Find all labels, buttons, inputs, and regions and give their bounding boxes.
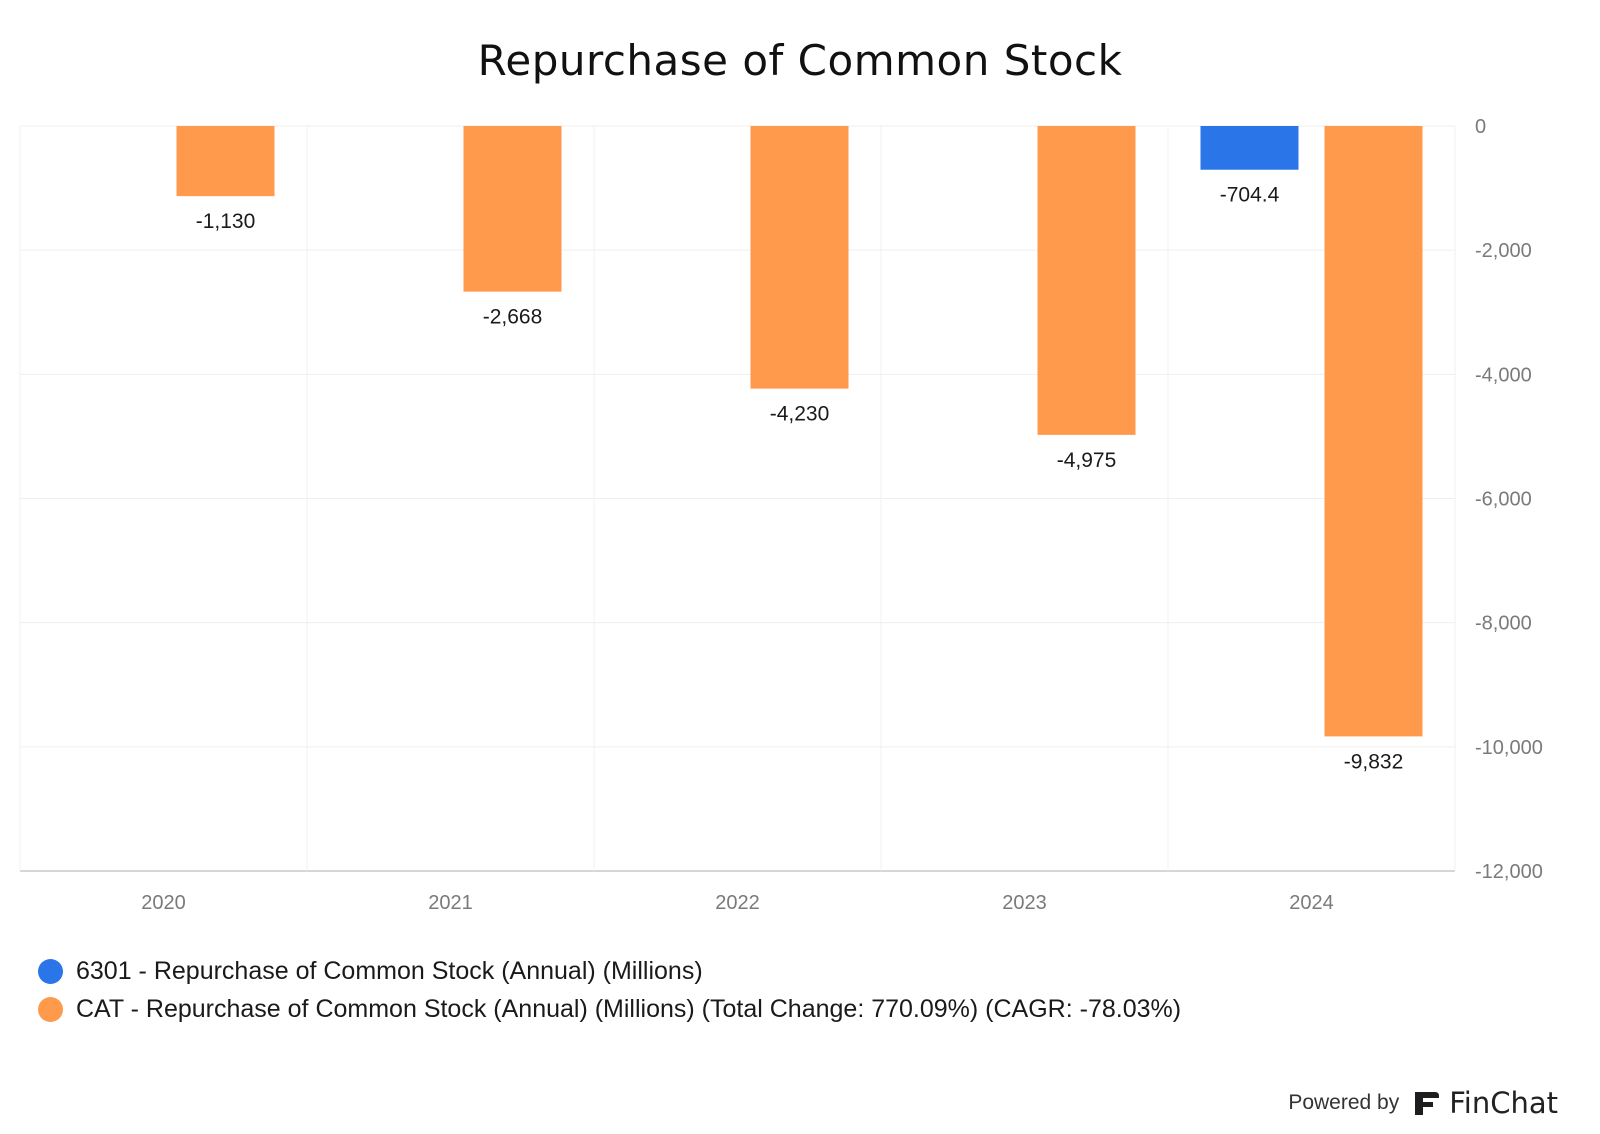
data-label: -1,130 [196,210,256,233]
data-label: -4,975 [1057,449,1117,472]
powered-by-label: Powered by [1288,1091,1400,1114]
bar-cat-2022 [750,126,849,389]
legend-marker-cat [38,996,63,1022]
x-tick-label: 2022 [715,892,760,914]
bar-cat-2024 [1324,126,1423,737]
bar-cat-2020 [176,126,275,197]
legend-item-cat[interactable]: CAT - Repurchase of Common Stock (Annual… [38,990,1181,1028]
finchat-logo-icon [1415,1092,1440,1115]
legend-marker-6301 [38,958,63,984]
chart-title: Repurchase of Common Stock [477,36,1123,85]
y-tick-label: -10,000 [1475,737,1543,759]
y-tick-label: -4,000 [1475,364,1532,386]
y-tick-label: -12,000 [1475,861,1543,883]
data-label: -4,230 [770,403,830,426]
legend-label-6301: 6301 - Repurchase of Common Stock (Annua… [76,956,703,985]
x-tick-label: 2020 [141,892,186,914]
data-label: -2,668 [483,306,543,329]
x-tick-label: 2024 [1289,892,1334,914]
y-tick-label: -8,000 [1475,613,1532,635]
y-tick-label: -2,000 [1475,240,1532,262]
x-tick-label: 2023 [1002,892,1047,914]
bar-6301-2024 [1200,126,1299,170]
brand-name: FinChat [1449,1086,1558,1120]
bar-cat-2021 [463,126,562,292]
powered-by[interactable]: Powered by FinChat [1288,1086,1558,1120]
chart-legend: 6301 - Repurchase of Common Stock (Annua… [38,952,1181,1028]
x-tick-label: 2021 [428,892,473,914]
data-label: -704.4 [1220,184,1280,207]
data-label: -9,832 [1344,750,1404,773]
legend-label-cat: CAT - Repurchase of Common Stock (Annual… [76,994,1182,1023]
legend-item-6301[interactable]: 6301 - Repurchase of Common Stock (Annua… [38,952,1181,990]
chart-plot: 0 -2,000 -4,000 -6,000 -8,000 -10,000 -12,000 -… [19,116,1543,914]
bar-cat-2023 [1037,126,1136,435]
y-tick-label: 0 [1475,116,1486,138]
y-tick-label: -6,000 [1475,489,1532,511]
